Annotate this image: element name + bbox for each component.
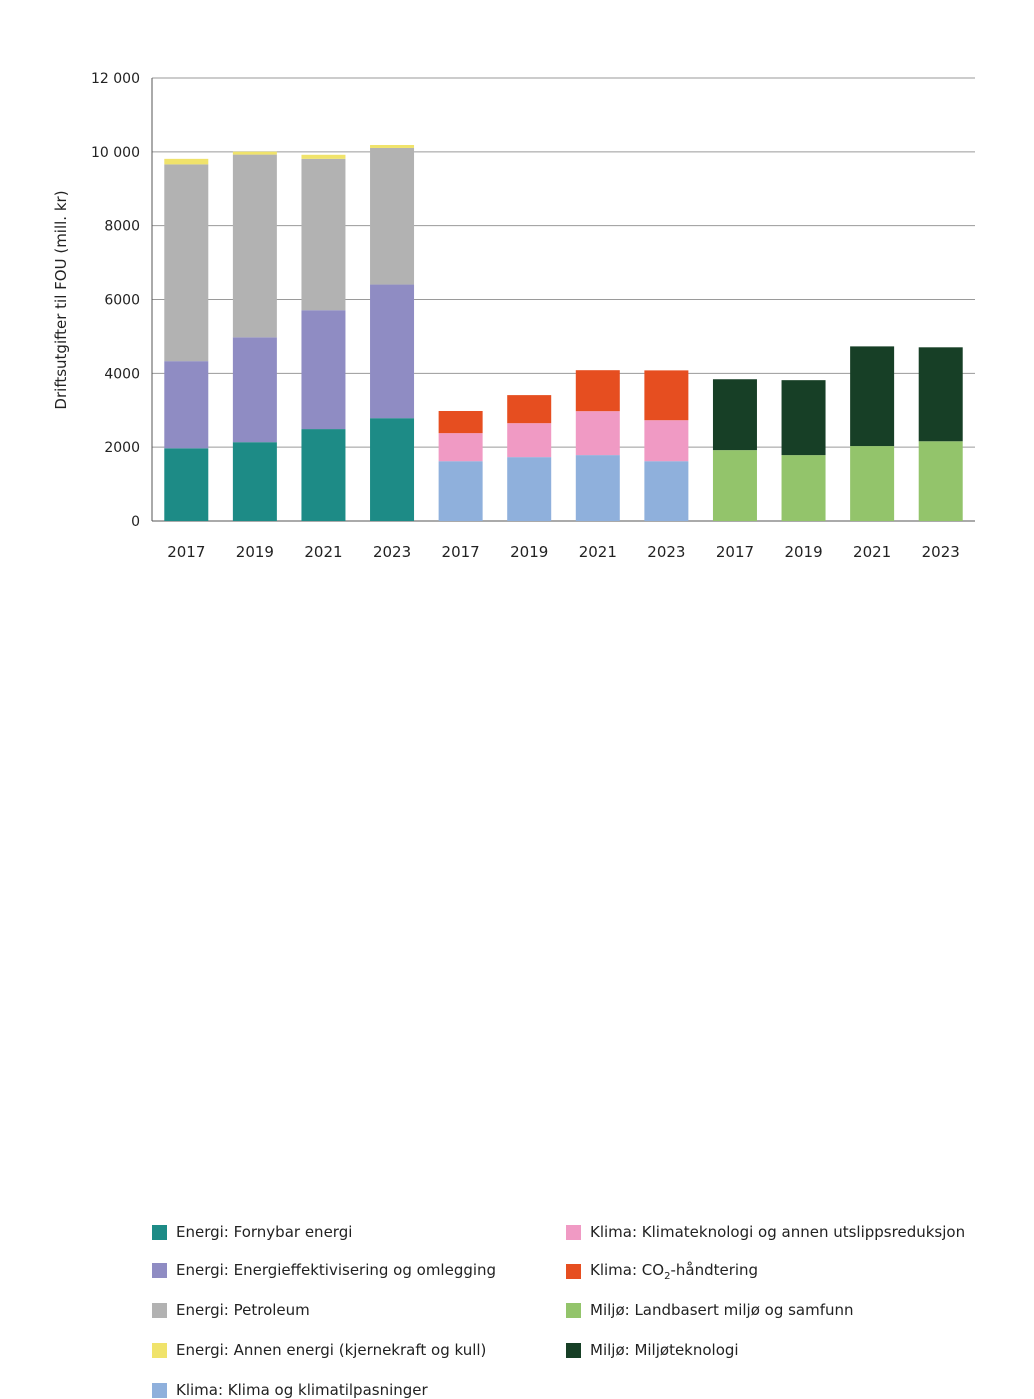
bar-segment (781, 380, 826, 456)
y-axis-label: Driftsutgifter til FOU (mill. kr) (52, 190, 70, 409)
x-tick-label: 2019 (510, 543, 548, 561)
bar-segment (164, 361, 209, 449)
bar-segment (850, 346, 895, 447)
bar-segment (301, 154, 346, 159)
chart-figure: 0 2000 4000 6000 8000 10 000 12 000 2017 2019 20… (52, 71, 975, 1399)
legend-swatch (566, 1342, 581, 1358)
legend-label: Energi: Petroleum (176, 1301, 310, 1319)
legend-item: Energi: Energieffektivisering og omleggi… (152, 1261, 496, 1279)
x-tick-label: 2017 (442, 543, 480, 561)
bar-segment (370, 145, 415, 148)
bar-segment (301, 158, 346, 311)
bar-segment (164, 158, 209, 165)
bar-segment (918, 441, 963, 521)
x-tick-label: 2019 (784, 543, 822, 561)
y-tick-label: 12 000 (91, 71, 140, 87)
bar-segment (575, 455, 620, 521)
legend-label: Klima: CO2-håndtering (590, 1261, 759, 1282)
y-tick-label: 6000 (104, 293, 140, 309)
bar-segment (370, 147, 415, 285)
legend-label: Energi: Energieffektivisering og omleggi… (176, 1261, 497, 1279)
legend-label: Klima: Klimateknologi og annen utslippsr… (590, 1223, 966, 1241)
bar-segment (164, 164, 209, 362)
bar-segment (781, 455, 826, 521)
bar-segment (712, 450, 757, 521)
bar-segment (232, 442, 277, 521)
legend-label: Miljø: Landbasert miljø og samfunn (590, 1301, 854, 1319)
legend-swatch (566, 1224, 581, 1240)
legend-item: Klima: Klima og klimatilpasninger (152, 1381, 428, 1399)
legend-item: Klima: CO2-håndtering (566, 1261, 758, 1282)
legend-label: Energi: Fornybar energi (176, 1223, 353, 1241)
x-tick-label: 2019 (236, 543, 274, 561)
x-tick-label: 2023 (922, 543, 960, 561)
bar-segment (232, 154, 277, 338)
bar-segment (438, 410, 483, 434)
bar-segment (644, 370, 689, 421)
legend-swatch (152, 1382, 167, 1398)
bar-segment (644, 461, 689, 521)
bar-segment (301, 429, 346, 521)
bar-segment (850, 446, 895, 521)
x-tick-label: 2017 (716, 543, 754, 561)
bar-segment (438, 433, 483, 462)
x-tick-label: 2021 (304, 543, 342, 561)
bar-segment (507, 395, 552, 424)
bar-segment (507, 457, 552, 521)
legend-swatch (152, 1342, 167, 1358)
legend-item: Miljø: Landbasert miljø og samfunn (566, 1301, 854, 1319)
stacked-bar-chart: 0 2000 4000 6000 8000 10 000 12 000 2017 2019 20… (52, 71, 975, 561)
bar-segment (575, 411, 620, 456)
bar-segment (644, 420, 689, 462)
x-tick-label: 2017 (167, 543, 205, 561)
legend-swatch (152, 1224, 167, 1240)
legend-item: Energi: Fornybar energi (152, 1223, 352, 1241)
bar-segment (918, 347, 963, 442)
legend-item: Energi: Annen energi (kjernekraft og kul… (152, 1341, 486, 1359)
legend-item: Klima: Klimateknologi og annen utslippsr… (566, 1223, 965, 1241)
legend-swatch (152, 1262, 167, 1278)
bar-segment (712, 379, 757, 451)
bar-segment (438, 461, 483, 521)
x-tick-label: 2023 (647, 543, 685, 561)
y-tick-label: 4000 (104, 366, 140, 382)
bar-segment (164, 448, 209, 521)
y-tick-label: 2000 (104, 440, 140, 456)
x-tick-label: 2021 (853, 543, 891, 561)
x-tick-label: 2021 (579, 543, 617, 561)
x-tick-label: 2023 (373, 543, 411, 561)
y-tick-label: 8000 (104, 219, 140, 235)
y-tick-label: 10 000 (91, 145, 140, 161)
bar-segment (232, 151, 277, 155)
legend-item: Energi: Petroleum (152, 1301, 310, 1319)
bar-segment (575, 370, 620, 412)
legend-item: Miljø: Miljøteknologi (566, 1341, 739, 1359)
legend-swatch (566, 1264, 581, 1279)
bar-segment (370, 418, 415, 521)
legend-swatch (566, 1302, 581, 1318)
legend-label: Energi: Annen energi (kjernekraft og kul… (176, 1341, 487, 1359)
legend-swatch (152, 1302, 167, 1318)
legend-label: Klima: Klima og klimatilpasninger (176, 1381, 428, 1399)
bar-segment (507, 423, 552, 458)
bar-segment (370, 284, 415, 419)
legend-label: Miljø: Miljøteknologi (590, 1341, 739, 1359)
y-tick-label: 0 (131, 514, 140, 530)
bar-segment (301, 310, 346, 430)
bar-segment (232, 337, 277, 443)
